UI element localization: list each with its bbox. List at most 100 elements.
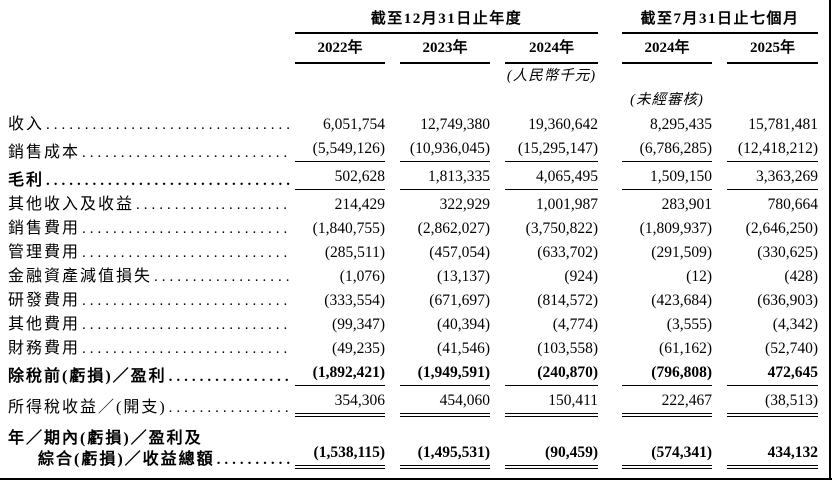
value-fy2022: 6,051,754 (323, 116, 385, 133)
value-7m2025: 780,664 (767, 196, 818, 213)
value-7m2025: 434,132 (727, 443, 818, 469)
value-fy2024: (90,459) (505, 443, 598, 469)
dot-leader (82, 244, 292, 262)
unaudited-note: (未經審核) (630, 92, 704, 108)
dot-leader (82, 316, 292, 334)
value-fy2022: (285,511) (324, 244, 385, 261)
column-group-seven-months: 截至7月31日止七個月 (622, 10, 818, 34)
value-fy2024: (15,295,147) (505, 139, 598, 162)
row-label: 收入 (8, 116, 45, 133)
value-7m2025: (38,513) (727, 391, 818, 417)
dot-leader (82, 292, 292, 310)
value-fy2024: 150,411 (505, 391, 598, 417)
page-border-right (829, 0, 831, 480)
value-fy2022: (1,840,755) (312, 220, 385, 237)
value-7m2024: (574,341) (622, 443, 712, 469)
dot-leader (169, 399, 292, 417)
row-label: 財務費用 (8, 340, 81, 357)
value-7m2025: (636,903) (757, 292, 818, 309)
table-header-years: 2022年 2023年 2024年 2024年 2025年 (8, 39, 832, 64)
value-fy2022: (333,554) (324, 292, 385, 309)
currency-note-row: (人民幣千元) (8, 67, 832, 85)
value-fy2024: 4,065,495 (505, 167, 598, 190)
dot-leader (82, 144, 292, 162)
dot-leader (46, 172, 292, 190)
value-fy2024: (814,572) (537, 292, 598, 309)
dot-leader (136, 196, 292, 214)
table-row: 其他收入及收益 214,429 322,929 1,001,987 283,90… (8, 195, 832, 214)
dot-leader (169, 368, 292, 386)
value-fy2022: 502,628 (295, 167, 385, 190)
value-fy2024: (103,558) (537, 340, 598, 357)
row-label: 銷售費用 (8, 220, 81, 237)
value-7m2025: (12,418,212) (727, 139, 818, 162)
table-row: 毛利 502,628 1,813,335 4,065,495 1,509,150… (8, 167, 832, 190)
value-fy2023: 454,060 (400, 391, 490, 417)
table-row: 財務費用 (49,235) (41,546) (103,558) (61,162… (8, 339, 832, 358)
row-label: 綜合(虧損)／收益總額 (38, 451, 215, 468)
value-fy2024: (3,750,822) (525, 220, 598, 237)
column-group-annual: 截至12月31日止年度 (295, 10, 598, 34)
value-7m2024: 8,295,435 (650, 116, 712, 133)
row-label-line2: 綜合(虧損)／收益總額 (8, 450, 295, 469)
value-fy2023: (1,495,531) (400, 443, 490, 469)
value-fy2024: 19,360,642 (528, 116, 598, 133)
table-row: 管理費用 (285,511) (457,054) (633,702) (291,… (8, 243, 832, 262)
value-7m2025: 15,781,481 (748, 116, 818, 133)
row-label: 其他收入及收益 (8, 196, 135, 213)
value-fy2023: (1,949,591) (400, 363, 490, 386)
row-label: 除稅前(虧損)／盈利 (8, 368, 167, 385)
income-statement-table: 截至12月31日止年度 截至7月31日止七個月 2022年 2023年 2024… (0, 0, 832, 469)
value-fy2023: (2,862,027) (417, 220, 490, 237)
row-label: 毛利 (8, 172, 45, 189)
row-label: 金融資產減值損失 (8, 268, 153, 285)
value-fy2023: (13,137) (437, 268, 490, 285)
value-7m2024: 283,901 (661, 196, 712, 213)
value-7m2024: (6,786,285) (622, 139, 712, 162)
value-7m2025: (2,646,250) (745, 220, 818, 237)
value-7m2024: (423,684) (651, 292, 712, 309)
value-fy2023: (457,054) (429, 244, 490, 261)
table-row: 研發費用 (333,554) (671,697) (814,572) (423,… (8, 291, 832, 310)
value-7m2024: 222,467 (622, 391, 712, 417)
col-header-2024: 2024年 (505, 39, 598, 64)
value-fy2023: 12,749,380 (420, 116, 490, 133)
value-fy2022: (1,076) (339, 268, 385, 285)
value-fy2022: 354,306 (295, 391, 385, 417)
value-fy2022: (1,538,115) (295, 443, 385, 469)
table-row: 銷售費用 (1,840,755) (2,862,027) (3,750,822)… (8, 219, 832, 238)
row-label: 研發費用 (8, 292, 81, 309)
value-7m2025: (52,740) (765, 340, 818, 357)
value-fy2024: (924) (564, 268, 598, 285)
table-row: 所得稅收益／(開支) 354,306 454,060 150,411 222,4… (8, 391, 832, 417)
value-fy2023: (671,697) (429, 292, 490, 309)
dot-leader (82, 340, 292, 358)
value-fy2022: (5,549,126) (295, 139, 385, 162)
unaudited-note-row: (未經審核) (8, 91, 832, 109)
dot-leader (217, 451, 292, 469)
value-fy2024: (240,870) (505, 363, 598, 386)
value-fy2024: 1,001,987 (536, 196, 598, 213)
value-fy2022: (49,235) (332, 340, 385, 357)
table-row: 金融資產減值損失 (1,076) (13,137) (924) (12) (42… (8, 267, 832, 286)
table-row: 銷售成本 (5,549,126) (10,936,045) (15,295,14… (8, 139, 832, 162)
value-fy2023: 322,929 (439, 196, 490, 213)
value-fy2022: 214,429 (334, 196, 385, 213)
col-header-2022: 2022年 (295, 39, 385, 64)
value-fy2023: 1,813,335 (400, 167, 490, 190)
value-fy2024: (4,774) (552, 316, 598, 333)
value-fy2023: (10,936,045) (400, 139, 490, 162)
col-header-2024-7m: 2024年 (622, 39, 712, 64)
table-header-groups: 截至12月31日止年度 截至7月31日止七個月 (8, 10, 832, 34)
row-label: 所得稅收益／(開支) (8, 399, 167, 416)
value-7m2024: (796,808) (622, 363, 712, 386)
dot-leader (154, 268, 292, 286)
table-row: 除稅前(虧損)／盈利 (1,892,421) (1,949,591) (240,… (8, 363, 832, 386)
value-7m2024: (291,509) (651, 244, 712, 261)
value-fy2022: (99,347) (332, 316, 385, 333)
currency-unit-note: (人民幣千元) (506, 68, 597, 84)
value-7m2025: (330,625) (757, 244, 818, 261)
table-body: 收入 6,051,754 12,749,380 19,360,642 8,295… (8, 115, 832, 469)
